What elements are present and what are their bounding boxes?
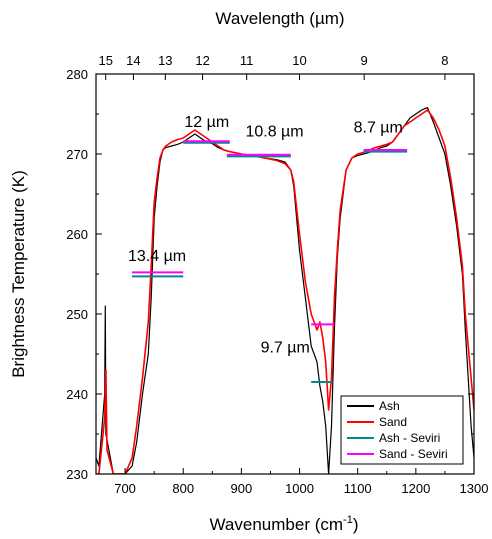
x-axis-title: Wavenumber (cm-1) bbox=[210, 514, 359, 534]
top-tick-label: 10 bbox=[292, 53, 306, 68]
y-axis-title: Brightness Temperature (K) bbox=[9, 170, 28, 378]
legend-label: Ash bbox=[379, 399, 400, 413]
top-tick-label: 8 bbox=[441, 53, 448, 68]
y-tick-label: 260 bbox=[66, 227, 88, 242]
seviri-bands bbox=[132, 140, 408, 383]
x-tick-label: 1300 bbox=[460, 481, 489, 496]
x-tick-label: 1100 bbox=[344, 481, 372, 496]
legend: Ash Sand Ash - Seviri Sand - Seviri bbox=[340, 395, 464, 465]
y-tick-label: 270 bbox=[66, 147, 88, 162]
top-tick-label: 12 bbox=[195, 53, 209, 68]
top-axis-title: Wavelength (µm) bbox=[215, 9, 344, 28]
x-tick-label: 800 bbox=[172, 481, 194, 496]
top-tick-label: 13 bbox=[158, 53, 172, 68]
top-tick-label: 9 bbox=[361, 53, 368, 68]
band-label: 13.4 µm bbox=[128, 248, 186, 265]
band-label: 9.7 µm bbox=[261, 339, 310, 356]
axes: 700 800 900 1000 1100 1200 1300 230 240 250 260 270… bbox=[66, 53, 488, 496]
series-layer bbox=[96, 107, 474, 474]
series-line-sand bbox=[96, 109, 474, 474]
top-tick-label: 11 bbox=[240, 53, 254, 68]
band-label: 10.8 µm bbox=[245, 123, 303, 140]
top-tick-label: 15 bbox=[98, 53, 112, 68]
y-tick-label: 230 bbox=[66, 467, 88, 482]
legend-label: Sand - Seviri bbox=[379, 447, 448, 461]
x-tick-label: 1000 bbox=[285, 481, 314, 496]
legend-box bbox=[340, 395, 464, 465]
series-line-ash bbox=[96, 107, 474, 474]
band-label: 8.7 µm bbox=[354, 119, 403, 136]
band-label: 12 µm bbox=[184, 114, 229, 131]
x-tick-label: 1200 bbox=[401, 481, 430, 496]
top-tick-label: 14 bbox=[126, 53, 140, 68]
y-tick-label: 250 bbox=[66, 307, 88, 322]
y-tick-label: 280 bbox=[66, 67, 88, 82]
annotations: 12 µm 10.8 µm 8.7 µm 13.4 µm 9.7 µm bbox=[128, 114, 403, 357]
legend-label: Sand bbox=[379, 415, 407, 429]
y-tick-label: 240 bbox=[66, 387, 88, 402]
legend-label: Ash - Seviri bbox=[379, 431, 440, 445]
x-tick-label: 700 bbox=[114, 481, 136, 496]
x-tick-label: 900 bbox=[231, 481, 253, 496]
